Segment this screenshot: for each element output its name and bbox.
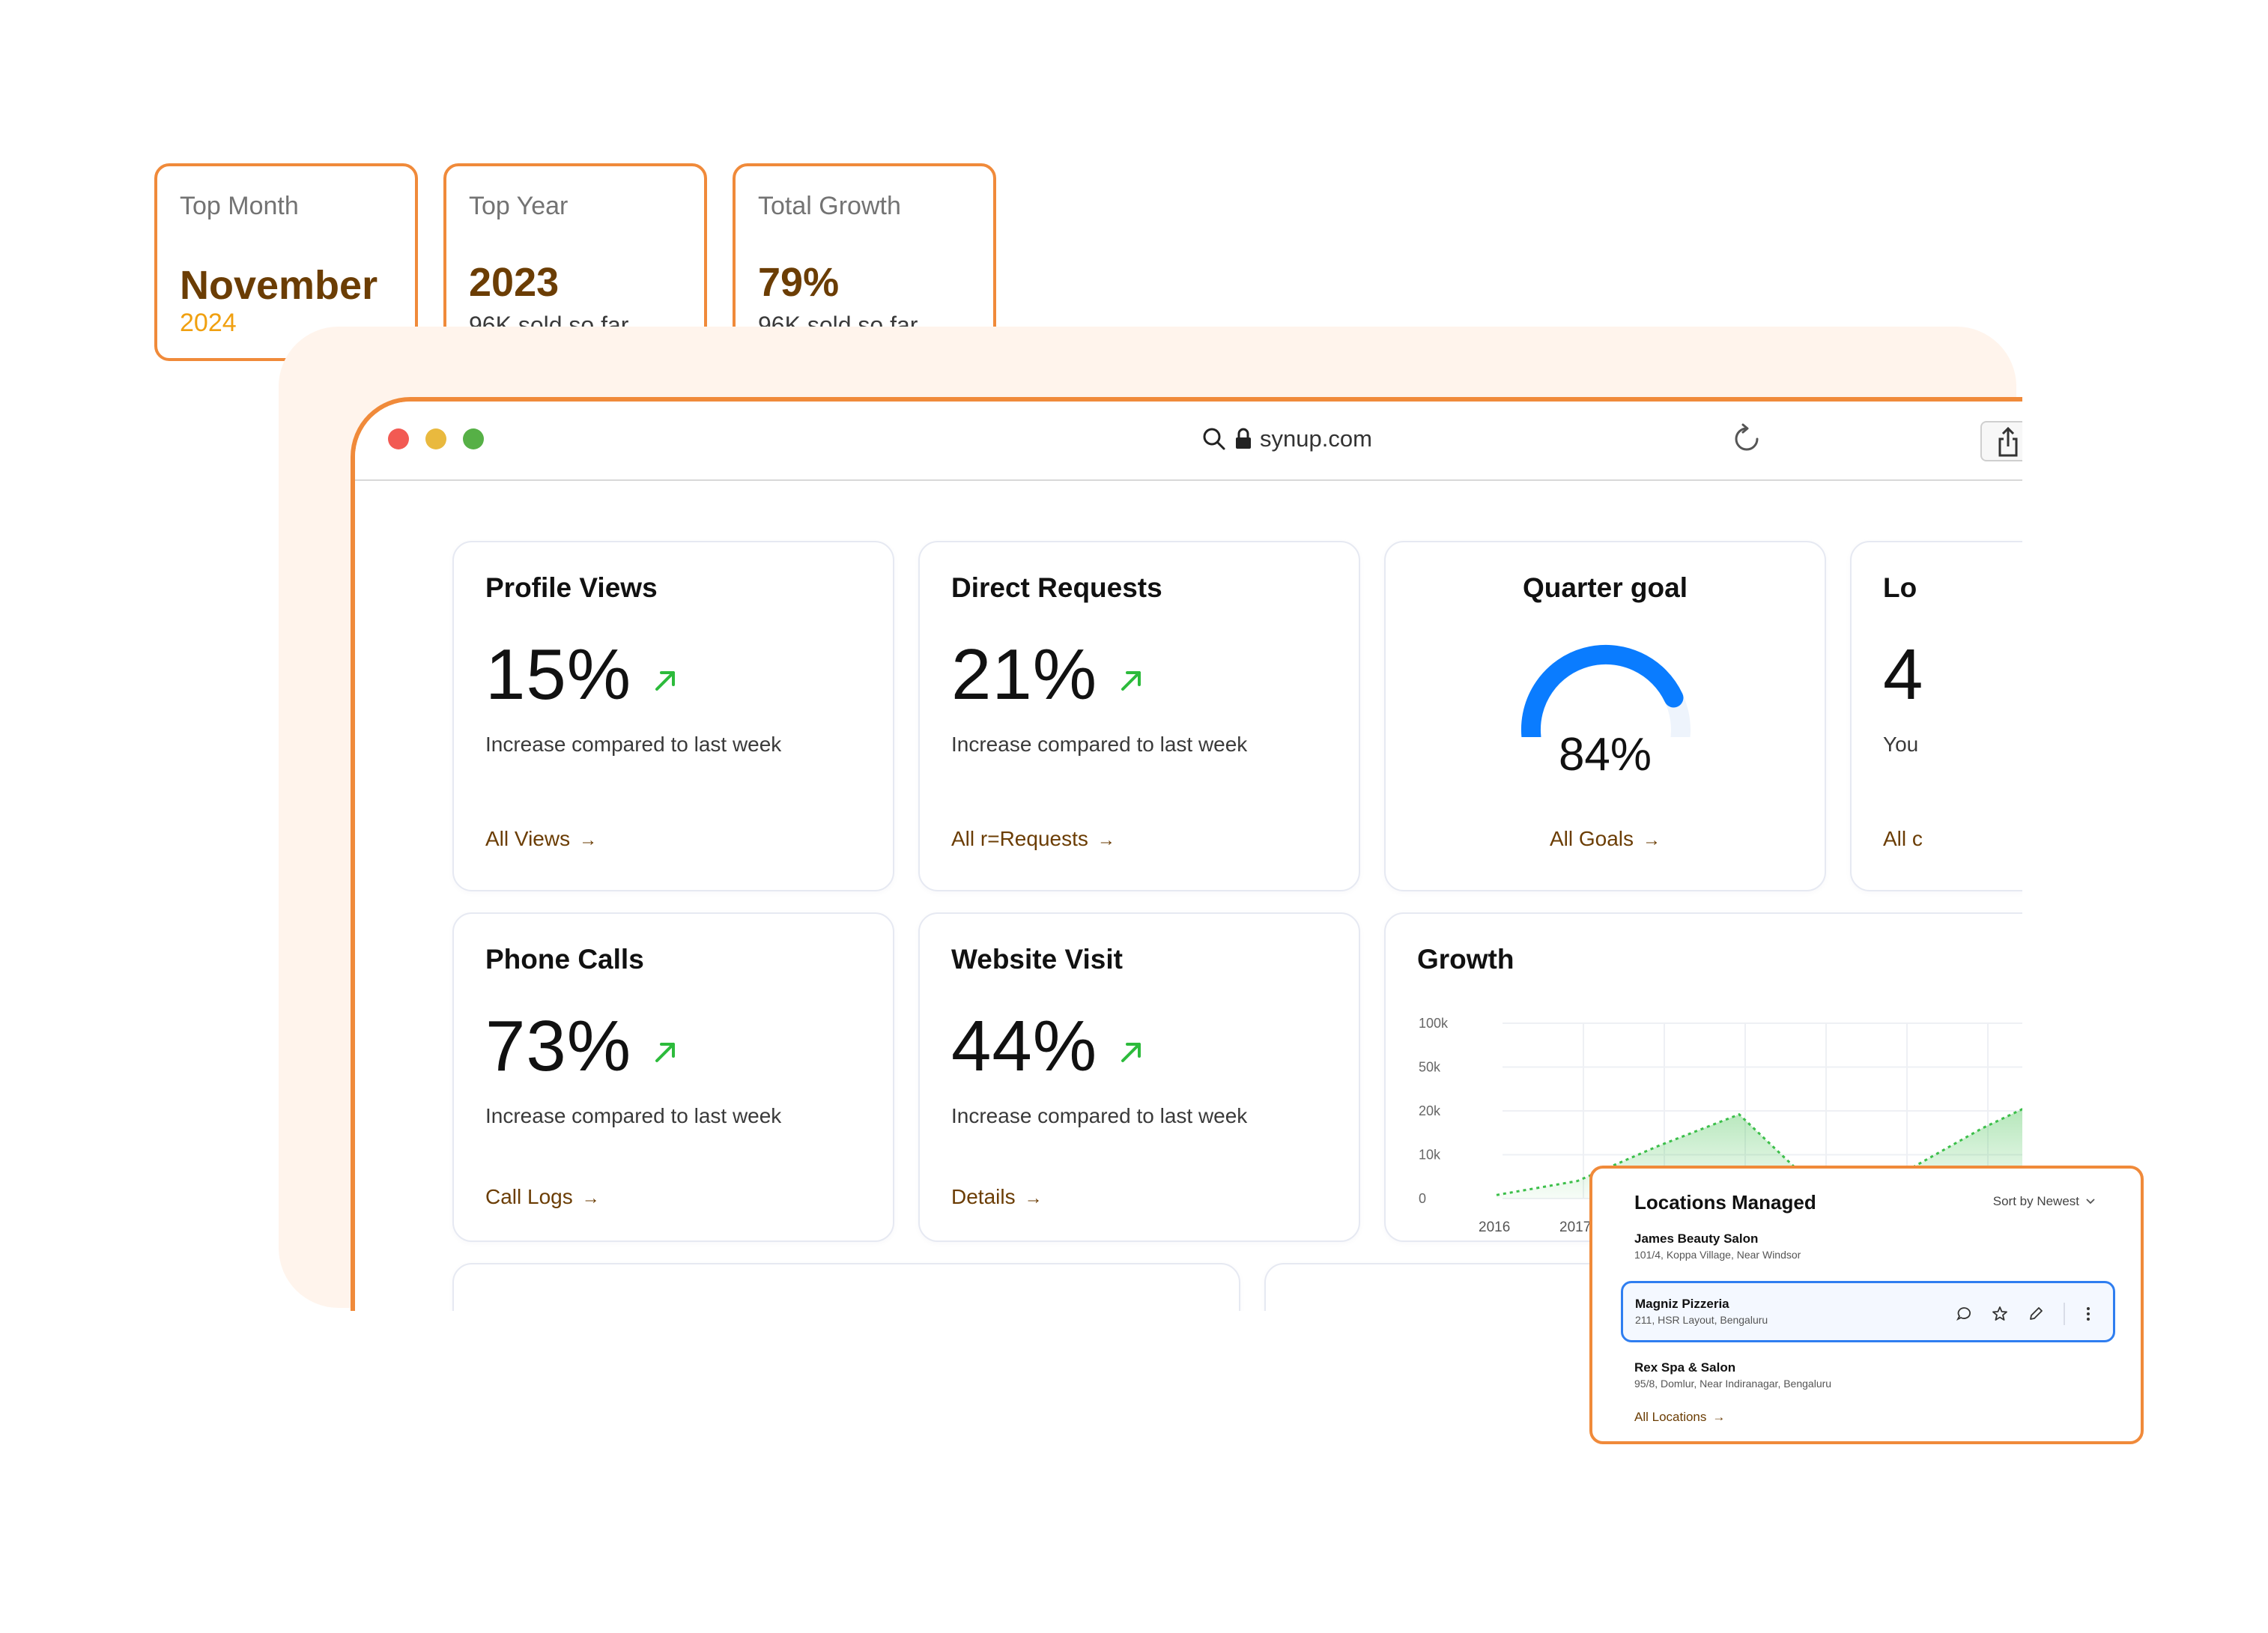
card-title: Growth [1417, 944, 1514, 975]
arrow-right-icon: → [581, 1188, 600, 1208]
card-title: Website Visit [951, 944, 1123, 975]
x-tick-label: 2016 [1479, 1220, 1510, 1235]
y-tick-label: 50k [1419, 1060, 1441, 1075]
trend-up-icon [655, 1043, 675, 1062]
link-label: All Goals [1549, 827, 1634, 850]
location-actions [1956, 1303, 2092, 1325]
card-value: 73% [485, 1006, 632, 1086]
y-tick-label: 100k [1419, 1016, 1449, 1031]
location-item[interactable]: Rex Spa & Salon 95/8, Domlur, Near Indir… [1634, 1360, 1831, 1390]
share-icon [1998, 426, 2018, 457]
arrow-right-icon: → [1024, 1188, 1043, 1208]
link-label: All r=Requests [951, 827, 1088, 850]
call-logs-link[interactable]: Call Logs → [485, 1185, 600, 1209]
all-requests-link[interactable]: All r=Requests → [951, 827, 1115, 851]
url-text: synup.com [1260, 425, 1372, 452]
location-item[interactable]: James Beauty Salon 101/4, Koppa Village,… [1634, 1231, 1801, 1261]
all-link[interactable]: All c [1883, 827, 1923, 850]
location-address: 211, HSR Layout, Bengaluru [1635, 1314, 1768, 1326]
x-tick-label: 2017 [1559, 1220, 1591, 1235]
reload-icon[interactable] [1732, 422, 1762, 455]
close-window-dot[interactable] [388, 428, 409, 449]
location-item: Magniz Pizzeria 211, HSR Layout, Bengalu… [1635, 1297, 1768, 1326]
card-description: Increase compared to last week [951, 733, 1248, 756]
stat-value: 79% [758, 260, 840, 305]
card-title: Profile Views [485, 572, 658, 603]
link-label: Call Logs [485, 1185, 573, 1208]
phone-calls-card: Phone Calls 73% Increase compared to las… [452, 912, 894, 1242]
chevron-down-icon [2086, 1199, 2095, 1205]
location-address: 95/8, Domlur, Near Indiranagar, Bengalur… [1634, 1378, 1832, 1390]
pencil-icon[interactable] [2028, 1306, 2044, 1322]
search-icon [1203, 428, 1225, 450]
gauge-value: 84% [1558, 729, 1652, 781]
location-item-selected[interactable]: Magniz Pizzeria 211, HSR Layout, Bengalu… [1621, 1281, 2115, 1342]
y-tick-label: 0 [1419, 1191, 1426, 1206]
stat-label: Top Month [180, 192, 299, 220]
card-description: Increase compared to last week [951, 1104, 1248, 1127]
sort-label: Sort by Newest [1992, 1194, 2079, 1208]
quarter-goal-gauge [1520, 644, 1691, 737]
location-address: 101/4, Koppa Village, Near Windsor [1634, 1249, 1801, 1261]
card-title: Phone Calls [485, 944, 644, 975]
website-visit-card: Website Visit 44% Increase compared to l… [918, 912, 1360, 1242]
maximize-window-dot[interactable] [463, 428, 484, 449]
all-views-link[interactable]: All Views → [485, 827, 597, 851]
lock-icon [1236, 428, 1251, 449]
divider [2064, 1303, 2065, 1325]
trend-up-icon [1121, 671, 1141, 691]
card-description: You [1883, 733, 1919, 756]
quarter-goal-card: Quarter goal 84% All Goals → [1384, 541, 1826, 891]
trend-up-icon [655, 671, 675, 691]
link-label: Details [951, 1185, 1016, 1208]
link-label: All Locations [1634, 1410, 1707, 1424]
stat-card-top-month: Top Month November 2024 [154, 163, 418, 361]
browser-toolbar: synup.com [355, 402, 2022, 481]
stat-label: Total Growth [758, 192, 901, 220]
details-link[interactable]: Details → [951, 1185, 1043, 1209]
card-value: 44% [951, 1006, 1098, 1086]
card-description: Increase compared to last week [485, 733, 782, 756]
bottom-card-left [452, 1263, 1240, 1311]
card-value: 21% [951, 634, 1098, 715]
card-value: 4 [1883, 634, 1924, 715]
share-button[interactable] [1980, 421, 2022, 461]
all-goals-link[interactable]: All Goals → [1386, 827, 1825, 851]
arrow-right-icon: → [1643, 830, 1661, 850]
arrow-right-icon: → [1097, 830, 1115, 850]
stat-label: Top Year [469, 192, 568, 220]
location-name: Magniz Pizzeria [1635, 1297, 1729, 1311]
comment-icon[interactable] [1956, 1306, 1972, 1322]
gauge-fill [1520, 644, 1684, 737]
location-name: Rex Spa & Salon [1634, 1360, 1736, 1375]
address-bar[interactable]: synup.com [1201, 422, 1372, 455]
location-name: James Beauty Salon [1634, 1231, 1759, 1246]
sort-dropdown[interactable]: Sort by Newest [1993, 1194, 2096, 1209]
trend-up-icon [1121, 1043, 1141, 1062]
minimize-window-dot[interactable] [425, 428, 446, 449]
locations-managed-panel: Locations Managed Sort by Newest James B… [1589, 1166, 2144, 1444]
card-title: Quarter goal [1523, 572, 1688, 603]
link-label: All Views [485, 827, 571, 850]
stat-sub: 2024 [180, 309, 237, 337]
stat-value: 2023 [469, 260, 560, 305]
panel-title: Locations Managed [1634, 1191, 1816, 1214]
stat-value: November [180, 263, 378, 308]
more-vertical-icon[interactable] [2084, 1306, 2092, 1322]
star-icon[interactable] [1992, 1306, 2008, 1322]
card-title: Direct Requests [951, 572, 1162, 603]
y-tick-label: 10k [1419, 1148, 1441, 1163]
all-locations-link[interactable]: All Locations → [1634, 1410, 1725, 1425]
card-title: Lo [1883, 572, 1917, 603]
arrow-right-icon: → [579, 830, 598, 850]
direct-requests-card: Direct Requests 21% Increase compared to… [918, 541, 1360, 891]
locations-summary-card: Lo 4 You All c [1850, 541, 2022, 891]
profile-views-card: Profile Views 15% Increase compared to l… [452, 541, 894, 891]
y-tick-label: 20k [1419, 1103, 1441, 1118]
card-description: Increase compared to last week [485, 1104, 782, 1127]
arrow-right-icon: → [1712, 1410, 1726, 1424]
card-value: 15% [485, 634, 632, 715]
